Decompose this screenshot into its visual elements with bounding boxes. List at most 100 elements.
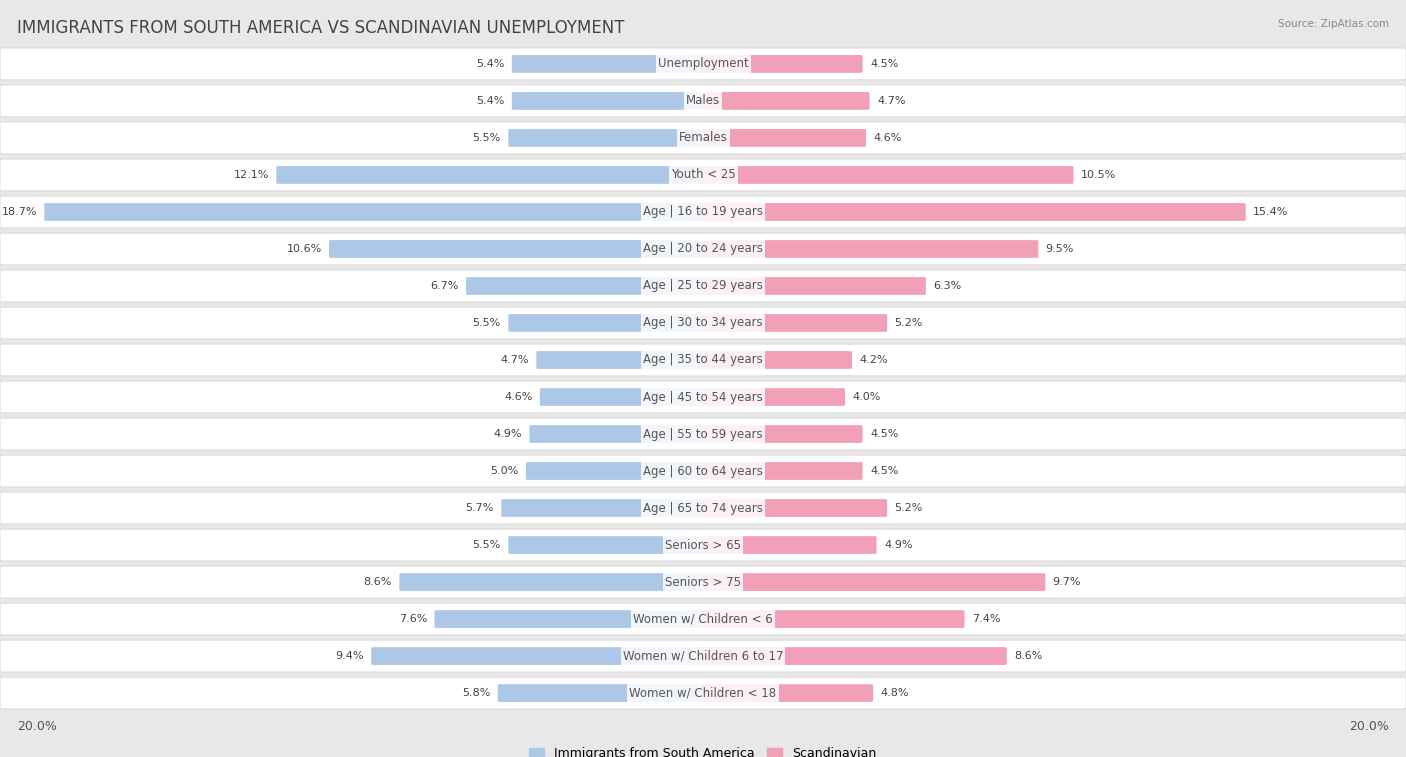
Text: 4.5%: 4.5%: [870, 59, 898, 69]
FancyBboxPatch shape: [0, 270, 1406, 302]
FancyBboxPatch shape: [0, 492, 1406, 524]
Text: 9.5%: 9.5%: [1046, 244, 1074, 254]
Text: 5.2%: 5.2%: [894, 318, 922, 328]
FancyBboxPatch shape: [702, 351, 852, 369]
Text: Age | 60 to 64 years: Age | 60 to 64 years: [643, 465, 763, 478]
Text: Age | 65 to 74 years: Age | 65 to 74 years: [643, 502, 763, 515]
Text: Women w/ Children < 6: Women w/ Children < 6: [633, 612, 773, 625]
FancyBboxPatch shape: [0, 344, 1406, 376]
FancyBboxPatch shape: [399, 573, 704, 591]
Text: Seniors > 65: Seniors > 65: [665, 538, 741, 552]
FancyBboxPatch shape: [502, 499, 704, 517]
Text: 4.7%: 4.7%: [501, 355, 529, 365]
FancyBboxPatch shape: [329, 240, 704, 258]
Text: 15.4%: 15.4%: [1253, 207, 1288, 217]
FancyBboxPatch shape: [526, 462, 704, 480]
Text: 6.7%: 6.7%: [430, 281, 458, 291]
Text: Age | 25 to 29 years: Age | 25 to 29 years: [643, 279, 763, 292]
FancyBboxPatch shape: [702, 610, 965, 628]
Text: Age | 16 to 19 years: Age | 16 to 19 years: [643, 205, 763, 219]
Text: 4.2%: 4.2%: [859, 355, 889, 365]
Text: Women w/ Children 6 to 17: Women w/ Children 6 to 17: [623, 650, 783, 662]
FancyBboxPatch shape: [702, 388, 845, 406]
Text: 5.4%: 5.4%: [477, 96, 505, 106]
FancyBboxPatch shape: [434, 610, 704, 628]
FancyBboxPatch shape: [512, 55, 704, 73]
Text: Age | 30 to 34 years: Age | 30 to 34 years: [643, 316, 763, 329]
Text: 4.9%: 4.9%: [884, 540, 912, 550]
FancyBboxPatch shape: [467, 277, 704, 295]
Text: 5.8%: 5.8%: [463, 688, 491, 698]
Text: 5.2%: 5.2%: [894, 503, 922, 513]
FancyBboxPatch shape: [702, 684, 873, 702]
FancyBboxPatch shape: [0, 48, 1406, 79]
FancyBboxPatch shape: [702, 240, 1039, 258]
FancyBboxPatch shape: [0, 566, 1406, 598]
FancyBboxPatch shape: [702, 277, 927, 295]
FancyBboxPatch shape: [0, 233, 1406, 265]
Text: Women w/ Children < 18: Women w/ Children < 18: [630, 687, 776, 699]
Text: Unemployment: Unemployment: [658, 58, 748, 70]
Text: IMMIGRANTS FROM SOUTH AMERICA VS SCANDINAVIAN UNEMPLOYMENT: IMMIGRANTS FROM SOUTH AMERICA VS SCANDIN…: [17, 19, 624, 37]
FancyBboxPatch shape: [537, 351, 704, 369]
FancyBboxPatch shape: [529, 425, 704, 443]
FancyBboxPatch shape: [702, 203, 1246, 221]
Text: 4.6%: 4.6%: [505, 392, 533, 402]
Text: 4.5%: 4.5%: [870, 429, 898, 439]
FancyBboxPatch shape: [0, 455, 1406, 487]
Text: Age | 20 to 24 years: Age | 20 to 24 years: [643, 242, 763, 255]
FancyBboxPatch shape: [0, 678, 1406, 709]
Text: 7.4%: 7.4%: [972, 614, 1001, 624]
Text: 5.5%: 5.5%: [472, 133, 501, 143]
FancyBboxPatch shape: [702, 55, 863, 73]
FancyBboxPatch shape: [0, 196, 1406, 228]
FancyBboxPatch shape: [509, 129, 704, 147]
Text: 5.5%: 5.5%: [472, 540, 501, 550]
FancyBboxPatch shape: [702, 425, 863, 443]
FancyBboxPatch shape: [0, 603, 1406, 635]
FancyBboxPatch shape: [540, 388, 704, 406]
FancyBboxPatch shape: [0, 418, 1406, 450]
FancyBboxPatch shape: [702, 536, 877, 554]
FancyBboxPatch shape: [277, 166, 704, 184]
FancyBboxPatch shape: [509, 536, 704, 554]
Text: 20.0%: 20.0%: [17, 720, 56, 734]
Text: 4.6%: 4.6%: [873, 133, 901, 143]
Text: 12.1%: 12.1%: [233, 170, 269, 180]
FancyBboxPatch shape: [512, 92, 704, 110]
Text: Seniors > 75: Seniors > 75: [665, 575, 741, 588]
FancyBboxPatch shape: [0, 307, 1406, 339]
Text: 5.4%: 5.4%: [477, 59, 505, 69]
FancyBboxPatch shape: [0, 159, 1406, 191]
Text: 20.0%: 20.0%: [1350, 720, 1389, 734]
FancyBboxPatch shape: [0, 529, 1406, 561]
FancyBboxPatch shape: [0, 381, 1406, 413]
FancyBboxPatch shape: [702, 573, 1045, 591]
Text: 5.5%: 5.5%: [472, 318, 501, 328]
Text: 4.7%: 4.7%: [877, 96, 905, 106]
Text: Age | 55 to 59 years: Age | 55 to 59 years: [643, 428, 763, 441]
FancyBboxPatch shape: [0, 640, 1406, 672]
FancyBboxPatch shape: [702, 92, 869, 110]
Text: 5.0%: 5.0%: [491, 466, 519, 476]
Text: 7.6%: 7.6%: [399, 614, 427, 624]
Text: 18.7%: 18.7%: [1, 207, 37, 217]
FancyBboxPatch shape: [702, 166, 1074, 184]
Text: 8.6%: 8.6%: [1014, 651, 1042, 661]
FancyBboxPatch shape: [498, 684, 704, 702]
Text: 6.3%: 6.3%: [934, 281, 962, 291]
Text: 9.4%: 9.4%: [335, 651, 364, 661]
Text: Youth < 25: Youth < 25: [671, 169, 735, 182]
FancyBboxPatch shape: [702, 647, 1007, 665]
Text: Age | 45 to 54 years: Age | 45 to 54 years: [643, 391, 763, 403]
FancyBboxPatch shape: [0, 85, 1406, 117]
Text: 5.7%: 5.7%: [465, 503, 494, 513]
Text: 4.9%: 4.9%: [494, 429, 522, 439]
Text: Females: Females: [679, 132, 727, 145]
FancyBboxPatch shape: [702, 314, 887, 332]
Text: Source: ZipAtlas.com: Source: ZipAtlas.com: [1278, 19, 1389, 29]
Text: 4.0%: 4.0%: [852, 392, 880, 402]
Text: Males: Males: [686, 95, 720, 107]
FancyBboxPatch shape: [509, 314, 704, 332]
FancyBboxPatch shape: [702, 499, 887, 517]
